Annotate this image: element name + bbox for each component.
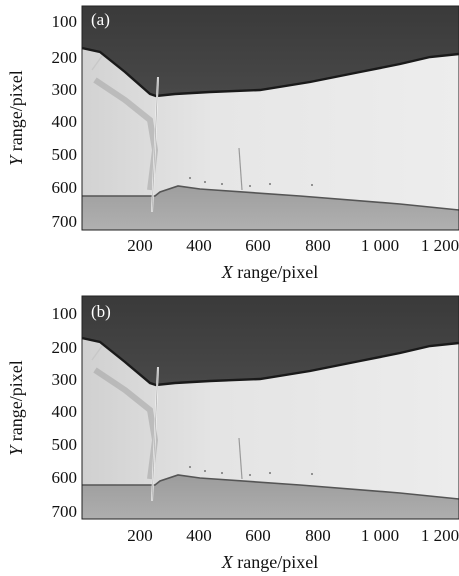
x-tick-label: 600: [245, 236, 271, 255]
y-tick-label: 700: [52, 502, 78, 521]
x-axis-rest: range/pixel: [233, 262, 318, 282]
x-ticks-a: 200 400 600 800 1 000 1 200: [127, 236, 459, 255]
x-axis-rest: range/pixel: [233, 552, 318, 572]
y-tick-label: 700: [52, 212, 78, 231]
panel-b: (b) 100 200 300 400 500 600 700 200 400 …: [0, 288, 459, 576]
y-ticks-a: 100 200 300 400 500 600 700: [52, 12, 78, 231]
y-tick-label: 100: [52, 304, 78, 323]
x-axis-var: X: [221, 552, 234, 572]
x-tick-label: 200: [127, 236, 153, 255]
grayscale-image-a: [82, 6, 459, 230]
y-axis-rest: range/pixel: [6, 360, 26, 445]
x-tick-label: 1 000: [361, 236, 399, 255]
x-axis-title-a: X range/pixel: [221, 262, 318, 282]
y-axis-title-b: Y range/pixel: [6, 360, 26, 455]
y-tick-label: 100: [52, 12, 78, 31]
y-tick-label: 400: [52, 112, 78, 131]
y-tick-label: 400: [52, 402, 78, 421]
x-axis-title-b: X range/pixel: [221, 552, 318, 572]
x-axis-var: X: [221, 262, 234, 282]
y-tick-label: 300: [52, 80, 78, 99]
y-tick-label: 600: [52, 178, 78, 197]
y-tick-label: 200: [52, 338, 78, 357]
y-ticks-b: 100 200 300 400 500 600 700: [52, 304, 78, 521]
x-tick-label: 400: [186, 236, 212, 255]
x-tick-label: 200: [127, 526, 153, 545]
y-tick-label: 300: [52, 370, 78, 389]
y-axis-var: Y: [6, 154, 26, 166]
x-tick-label: 400: [186, 526, 212, 545]
x-tick-label: 600: [245, 526, 271, 545]
x-tick-label: 1 200: [421, 526, 459, 545]
figure-panel-a: (a) 100 200 300 400 500 600 700 200 400 …: [6, 5, 459, 282]
panel-label-b: (b): [91, 302, 111, 321]
y-axis-var: Y: [6, 444, 26, 456]
y-tick-label: 500: [52, 435, 78, 454]
x-tick-label: 800: [305, 236, 331, 255]
y-tick-label: 200: [52, 48, 78, 67]
y-tick-label: 500: [52, 145, 78, 164]
x-ticks-b: 200 400 600 800 1 000 1 200: [127, 526, 459, 545]
y-tick-label: 600: [52, 468, 78, 487]
panel-label-a: (a): [91, 10, 110, 29]
figure-panel-b: (b) 100 200 300 400 500 600 700 200 400 …: [6, 295, 459, 572]
panel-a: (a) 100 200 300 400 500 600 700 200 400 …: [6, 5, 459, 282]
x-tick-label: 800: [305, 526, 331, 545]
x-tick-label: 1 000: [361, 526, 399, 545]
y-axis-rest: range/pixel: [6, 70, 26, 155]
y-axis-title-a: Y range/pixel: [6, 70, 26, 165]
x-tick-label: 1 200: [421, 236, 459, 255]
grayscale-image-b: [82, 296, 459, 519]
